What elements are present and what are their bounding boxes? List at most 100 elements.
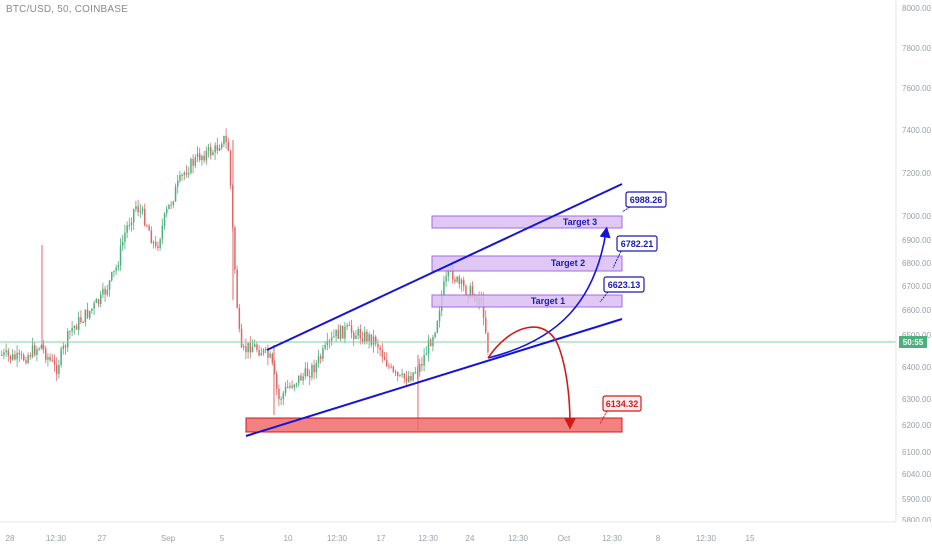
candle	[410, 371, 412, 383]
price-callout[interactable]: 6782.21	[612, 235, 658, 269]
candle	[221, 141, 223, 151]
candle	[82, 320, 84, 324]
candle	[214, 142, 216, 160]
time-tick-label: 27	[98, 534, 107, 543]
candle	[388, 362, 390, 370]
candle	[240, 323, 243, 349]
candle	[372, 330, 375, 353]
candle	[190, 157, 192, 175]
candle	[157, 241, 159, 252]
candle	[284, 381, 287, 397]
candle	[249, 336, 252, 359]
candle	[155, 235, 157, 249]
candle	[256, 341, 258, 353]
candle	[326, 332, 329, 351]
zones: Target 3 Target 2 Target 1	[245, 215, 623, 433]
candle	[392, 365, 395, 373]
price-callout[interactable]: 6134.32	[599, 395, 642, 425]
candle	[225, 128, 227, 149]
time-tick-label: 12:30	[418, 534, 439, 543]
current-price-tag-bg	[899, 336, 927, 348]
target-zone-3[interactable]	[431, 294, 623, 308]
price-tick-label: 6500.00	[902, 331, 931, 340]
price-tick-label: 7200.00	[902, 169, 931, 178]
candle	[348, 321, 351, 327]
candle	[438, 304, 441, 328]
candle	[150, 226, 153, 244]
candle	[207, 144, 210, 158]
candle	[53, 354, 56, 372]
candle	[421, 356, 423, 372]
time-tick-label: 12:30	[327, 534, 348, 543]
candle	[342, 325, 344, 339]
time-axis[interactable]	[0, 522, 932, 550]
time-tick-label: 8	[656, 534, 661, 543]
candle	[152, 240, 155, 249]
candle	[23, 352, 25, 362]
candle	[192, 154, 194, 174]
candle	[260, 347, 263, 356]
candle	[243, 343, 245, 351]
candle	[12, 348, 14, 361]
candle	[218, 144, 221, 152]
candle	[100, 290, 102, 308]
price-callout-value: 6134.32	[606, 399, 639, 409]
candle	[405, 370, 408, 386]
channel-upper-line[interactable]	[266, 183, 623, 351]
current-price-tag: 50:55	[899, 336, 927, 348]
channel-lower-line[interactable]	[245, 318, 623, 437]
price-callout-box	[616, 235, 658, 252]
candle	[210, 142, 212, 160]
candle	[47, 353, 49, 367]
price-tick-label: 7600.00	[902, 84, 931, 93]
candle	[137, 199, 139, 217]
candle	[9, 355, 12, 364]
candle	[49, 353, 51, 363]
price-tick-label: 6200.00	[902, 421, 931, 430]
candle	[31, 337, 34, 359]
candle	[293, 383, 296, 392]
price-tick-label: 7800.00	[902, 44, 931, 53]
price-callout[interactable]: 6623.13	[599, 276, 645, 303]
candle	[141, 205, 144, 215]
bearish-projection-arrow[interactable]	[487, 326, 576, 430]
bullish-projection-arrow[interactable]	[487, 226, 611, 359]
candle	[328, 338, 331, 349]
candle	[133, 208, 135, 231]
candle	[203, 150, 205, 163]
candle	[40, 344, 43, 349]
candle	[38, 347, 40, 352]
candle	[95, 297, 98, 303]
time-tick-label: 24	[466, 534, 475, 543]
candle	[78, 311, 80, 336]
price-tick-label: 5900.00	[902, 495, 931, 504]
candle	[161, 218, 164, 244]
candle	[117, 261, 120, 271]
candle	[412, 371, 414, 382]
candle	[465, 284, 467, 296]
candle	[108, 279, 111, 297]
candle	[146, 224, 148, 228]
candle	[324, 341, 326, 351]
price-tick-label: 6100.00	[902, 448, 931, 457]
candle	[339, 324, 342, 342]
support-zone[interactable]	[245, 417, 623, 433]
candle	[174, 183, 177, 202]
price-callout-box	[625, 191, 667, 208]
candle	[306, 362, 309, 377]
candle	[234, 225, 236, 275]
target-zone-2[interactable]	[431, 255, 623, 272]
candle	[196, 146, 199, 163]
candle	[403, 372, 406, 384]
candle	[122, 234, 124, 251]
candle	[359, 324, 362, 345]
candle	[212, 149, 214, 156]
target-zone-label: Target 2	[551, 258, 585, 268]
price-callout[interactable]: 6988.26	[621, 191, 667, 213]
symbol-title: BTC/USD, 50, COINBASE	[6, 4, 129, 15]
candle	[276, 371, 278, 396]
price-axis[interactable]	[896, 0, 932, 550]
candle	[271, 352, 274, 366]
